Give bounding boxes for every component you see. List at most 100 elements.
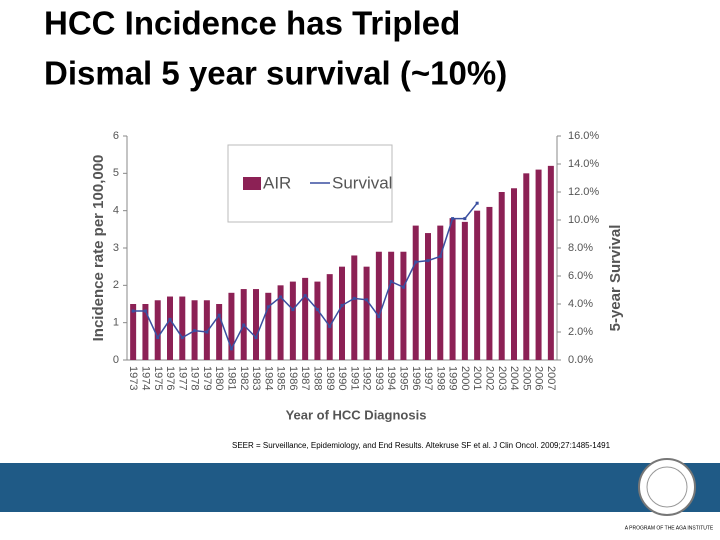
- bar: [130, 304, 137, 360]
- bar: [425, 233, 431, 360]
- bar: [203, 300, 210, 360]
- y-tick-label: 5: [113, 167, 119, 179]
- point: [254, 336, 258, 340]
- y2-axis-label: 5-year Survival: [607, 225, 624, 332]
- point: [180, 336, 184, 340]
- bar: [449, 218, 456, 360]
- x-tick-label: 1978: [189, 366, 201, 390]
- bar: [167, 296, 173, 360]
- point: [328, 324, 332, 328]
- title-line: HCC Incidence has Tripled: [44, 5, 460, 42]
- x-tick-label: 1990: [336, 366, 348, 390]
- x-tick-label: 1975: [152, 366, 164, 390]
- point: [475, 201, 479, 205]
- x-tick-label: 1986: [287, 366, 299, 390]
- x-tick-label: 1974: [140, 366, 152, 390]
- point: [401, 285, 405, 289]
- point: [377, 315, 381, 319]
- logo-ring: [646, 466, 688, 508]
- bar: [535, 169, 542, 360]
- x-tick-label: 1991: [348, 366, 360, 390]
- x-tick-label: 2004: [508, 366, 520, 390]
- footer-text: A PROGRAM OF THE AGA INSTITUTE: [625, 525, 714, 531]
- y-tick-label: 2: [113, 279, 119, 291]
- point: [340, 303, 344, 307]
- y-tick-label: 4: [113, 205, 119, 217]
- bar: [277, 285, 284, 360]
- point: [143, 309, 147, 313]
- bar: [179, 296, 186, 360]
- y-axis-label: Incidence rate per 100,000: [90, 155, 107, 342]
- point: [365, 298, 369, 302]
- x-tick-label: 1973: [127, 366, 139, 390]
- y2-tick-label: 14.0%: [568, 158, 599, 170]
- bar: [339, 266, 345, 360]
- point: [217, 313, 221, 317]
- x-tick-label: 1994: [385, 366, 397, 390]
- x-tick-label: 1987: [299, 366, 311, 390]
- y-tick-label: 0: [113, 354, 119, 366]
- y-tick-label: 6: [113, 130, 119, 142]
- x-tick-label: 1985: [275, 366, 287, 390]
- bar: [228, 292, 235, 360]
- point: [315, 308, 319, 312]
- bar: [216, 304, 223, 360]
- x-tick-label: 1992: [361, 366, 373, 390]
- x-tick-label: 1981: [226, 366, 238, 390]
- point: [303, 294, 307, 298]
- point: [389, 280, 393, 284]
- y2-tick-label: 16.0%: [568, 130, 599, 142]
- bar: [142, 304, 149, 360]
- y-tick-label: 1: [113, 317, 119, 329]
- legend-label: Survival: [332, 173, 392, 192]
- point: [426, 259, 430, 263]
- legend-swatch: [243, 177, 261, 190]
- point: [438, 254, 442, 258]
- point: [414, 260, 418, 264]
- point: [242, 323, 246, 327]
- bar: [511, 188, 517, 360]
- x-tick-label: 1999: [447, 366, 459, 390]
- point: [131, 309, 135, 313]
- bar: [375, 251, 382, 360]
- footer-band: [0, 463, 720, 512]
- x-tick-label: 2002: [484, 366, 496, 390]
- bar: [498, 192, 505, 360]
- legend-label: AIR: [263, 173, 291, 192]
- point: [229, 347, 233, 351]
- y2-tick-label: 4.0%: [568, 298, 593, 310]
- title-line: Dismal 5 year survival (~10%): [44, 55, 507, 92]
- bar: [326, 274, 333, 360]
- point: [352, 296, 356, 300]
- x-axis-label: Year of HCC Diagnosis: [286, 407, 427, 422]
- bar: [289, 281, 296, 360]
- y2-tick-label: 8.0%: [568, 242, 593, 254]
- point: [193, 329, 197, 333]
- citation: SEER = Surveillance, Epidemiology, and E…: [232, 441, 611, 450]
- x-tick-label: 1979: [201, 366, 213, 390]
- x-tick-label: 1995: [398, 366, 410, 390]
- point: [291, 308, 295, 312]
- x-tick-label: 2000: [459, 366, 471, 390]
- y2-tick-label: 2.0%: [568, 326, 593, 338]
- y2-tick-label: 6.0%: [568, 270, 593, 282]
- x-tick-label: 1998: [434, 366, 446, 390]
- y2-tick-label: 10.0%: [568, 214, 599, 226]
- bar: [486, 206, 493, 360]
- bar: [363, 266, 370, 360]
- x-tick-label: 1984: [262, 366, 274, 390]
- x-tick-label: 1976: [164, 366, 176, 390]
- bar: [474, 210, 481, 360]
- x-tick-label: 1997: [422, 366, 434, 390]
- point: [205, 330, 209, 334]
- bar: [400, 251, 407, 360]
- bar: [314, 281, 321, 360]
- bar: [265, 292, 272, 360]
- bar: [154, 300, 161, 360]
- bar: [253, 289, 259, 360]
- y2-tick-label: 0.0%: [568, 354, 593, 366]
- bar: [437, 225, 444, 360]
- x-tick-label: 2003: [496, 366, 508, 390]
- x-tick-label: 1993: [373, 366, 385, 390]
